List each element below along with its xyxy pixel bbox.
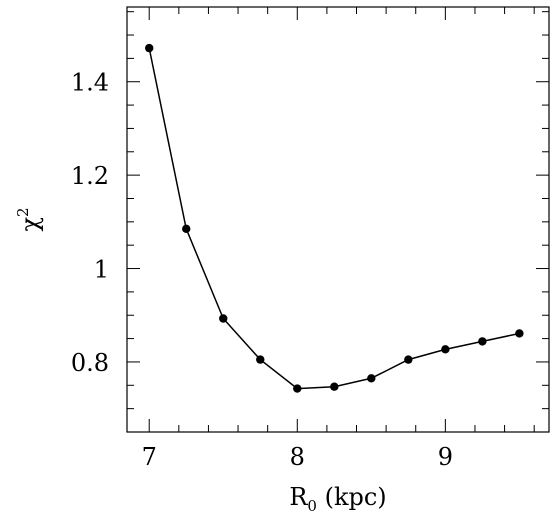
x-axis-title-main: R xyxy=(289,483,308,511)
y-axis-title-superscript: 2 xyxy=(14,207,32,217)
data-point xyxy=(441,345,450,354)
data-series xyxy=(145,43,524,393)
data-point xyxy=(515,329,524,338)
y-axis-title-main: χ xyxy=(16,217,44,232)
y-tick-label: 1 xyxy=(94,256,109,284)
data-point xyxy=(330,382,339,391)
axis-ticks xyxy=(127,7,549,433)
data-point xyxy=(145,43,154,53)
x-tick-label: 7 xyxy=(142,443,157,471)
data-point xyxy=(256,355,265,364)
data-point xyxy=(219,314,228,323)
data-point xyxy=(367,374,376,383)
x-axis-title-units: (kpc) xyxy=(317,483,387,511)
tick-labels: 7 8 9 0.8 1 1.2 1.4 xyxy=(71,69,453,471)
y-tick-label: 1.4 xyxy=(71,69,109,97)
plot-frame xyxy=(126,6,550,433)
x-tick-label: 9 xyxy=(438,443,453,471)
x-axis-title: R0 (kpc) xyxy=(289,483,386,515)
data-point xyxy=(404,355,413,364)
y-tick-label: 0.8 xyxy=(71,349,109,377)
data-point xyxy=(293,384,302,393)
y-tick-label: 1.2 xyxy=(71,162,109,190)
series-line xyxy=(148,47,520,390)
data-point xyxy=(182,224,191,234)
x-axis-title-subscript: 0 xyxy=(307,497,317,515)
y-axis-title: χ2 xyxy=(14,207,44,231)
x-tick-label: 8 xyxy=(290,443,305,471)
data-point xyxy=(478,337,487,346)
